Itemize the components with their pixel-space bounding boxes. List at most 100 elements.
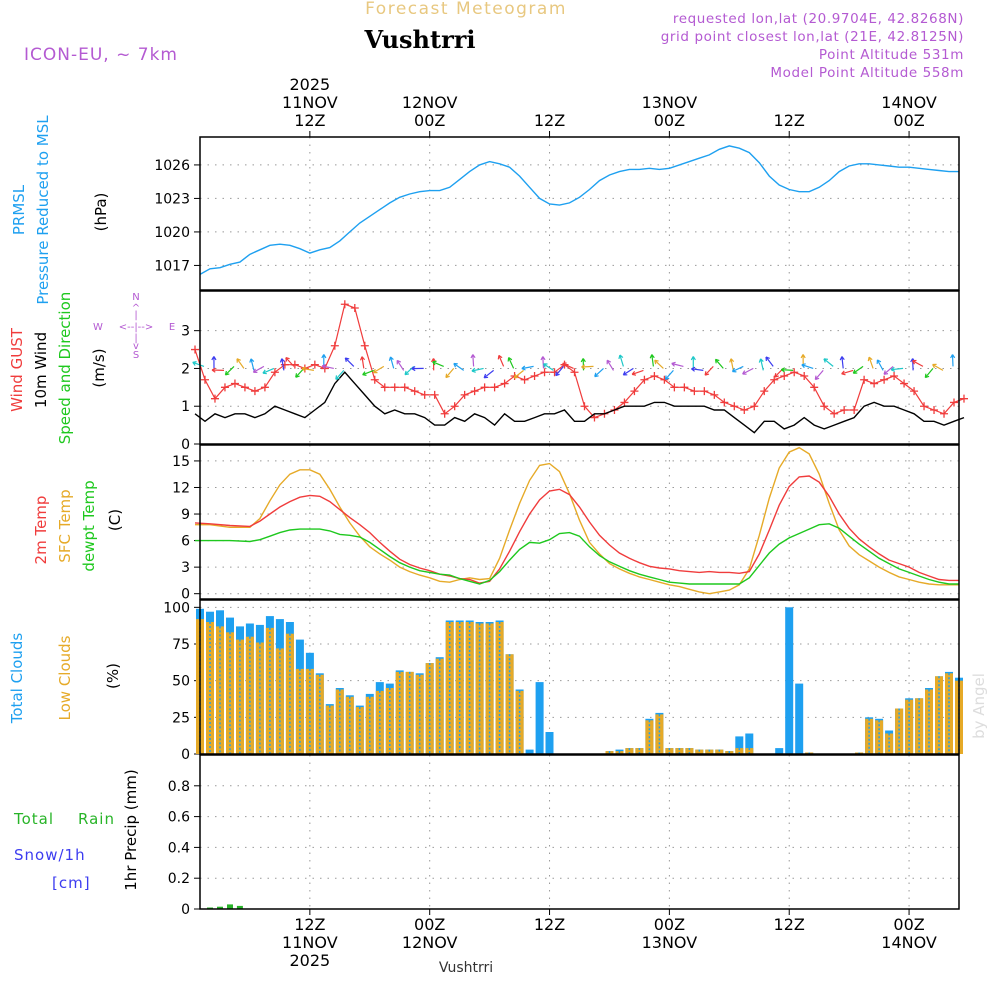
precip-ytick-label: 0 bbox=[181, 902, 190, 918]
wind-direction-arrow bbox=[867, 356, 874, 369]
gust-marker bbox=[210, 394, 219, 403]
wind-direction-arrow bbox=[513, 369, 524, 379]
wind-direction-arrow bbox=[714, 358, 724, 369]
pressure-panel: 1017 1020 1023 1026 bbox=[154, 136, 960, 291]
gust-marker bbox=[440, 409, 449, 418]
gust-marker bbox=[430, 390, 439, 399]
wind-direction-arrow bbox=[285, 357, 295, 367]
cloud-label-total: Total Clouds bbox=[8, 633, 26, 725]
gust-marker bbox=[540, 368, 549, 377]
top-axis-label: 00Z bbox=[414, 111, 445, 130]
low-cloud-bar bbox=[255, 642, 264, 754]
top-axis-label: 11NOV bbox=[282, 93, 338, 112]
pressure-ytick-label: 1023 bbox=[154, 191, 190, 207]
bottom-axis-label: 00Z bbox=[654, 915, 685, 934]
wind-direction-arrow bbox=[765, 356, 774, 367]
bottom-axis-label: 12NOV bbox=[402, 933, 458, 952]
low-cloud-bar bbox=[305, 668, 314, 754]
svg-text:|: | bbox=[134, 333, 137, 344]
wind-ytick-label: 3 bbox=[181, 324, 190, 340]
location-title: Vushtrri bbox=[364, 25, 476, 54]
wind-direction-arrow bbox=[359, 356, 366, 369]
dewpt-line bbox=[195, 523, 959, 585]
gust-marker bbox=[920, 402, 929, 411]
bottom-axis-label: 13NOV bbox=[642, 933, 698, 952]
gust-marker bbox=[370, 375, 379, 384]
temp-label-2m: 2m Temp bbox=[32, 496, 50, 565]
svg-text:v: v bbox=[133, 341, 139, 352]
gust-marker bbox=[790, 368, 799, 377]
wind-direction-arrow bbox=[742, 367, 754, 375]
top-axis-label: 00Z bbox=[654, 111, 685, 130]
model-altitude: Model Point Altitude 558m bbox=[770, 65, 964, 81]
gust-marker bbox=[580, 402, 589, 411]
low-cloud-bar bbox=[635, 748, 644, 754]
low-cloud-bar bbox=[895, 708, 904, 754]
gust-marker bbox=[770, 375, 779, 384]
gust-marker bbox=[270, 368, 279, 377]
precip-label-rain: Rain bbox=[78, 810, 115, 828]
pressure-ytick-label: 1020 bbox=[154, 225, 190, 241]
compass-n: N bbox=[132, 292, 139, 303]
rain-bar bbox=[227, 904, 233, 910]
wind-speed-line bbox=[194, 371, 965, 434]
gust-marker bbox=[640, 375, 649, 384]
wind-direction-arrow bbox=[729, 358, 735, 371]
wind-direction-arrow bbox=[540, 356, 546, 369]
gridpoint-coords: grid point closest lon,lat (21E, 42.8125… bbox=[661, 29, 964, 45]
wind-direction-arrow bbox=[823, 358, 834, 367]
gust-marker bbox=[570, 368, 579, 377]
total-cloud-bar bbox=[745, 733, 754, 754]
wind-direction-arrow bbox=[211, 367, 225, 373]
wind-direction-arrow bbox=[631, 369, 644, 376]
temp-ytick-label: 9 bbox=[181, 507, 190, 523]
temp-ytick-label: 15 bbox=[172, 454, 190, 470]
gust-marker bbox=[480, 383, 489, 392]
gust-marker bbox=[830, 409, 839, 418]
gust-marker bbox=[940, 409, 949, 418]
pressure-unit: (hPa) bbox=[92, 193, 110, 232]
gust-marker bbox=[710, 390, 719, 399]
wind-direction-arrow bbox=[497, 354, 505, 367]
precip-unit: 1hr Precip (mm) bbox=[122, 769, 140, 890]
wind-direction-arrow bbox=[911, 359, 924, 367]
gust-marker bbox=[460, 390, 469, 399]
wind-direction-arrow bbox=[654, 359, 664, 369]
point-altitude: Point Altitude 531m bbox=[819, 47, 964, 63]
pressure-ytick-label: 1026 bbox=[154, 158, 190, 174]
pressure-ytick-label: 1017 bbox=[154, 258, 190, 274]
temp-ytick-label: 6 bbox=[181, 534, 190, 550]
wind-label-gust: Wind GUST bbox=[8, 327, 26, 412]
cloud-ytick-label: 75 bbox=[172, 637, 190, 653]
wind-direction-arrow bbox=[562, 362, 574, 369]
gust-marker bbox=[500, 379, 509, 388]
pressure-line bbox=[199, 145, 959, 276]
wind-ytick-label: 2 bbox=[181, 361, 190, 377]
gust-marker bbox=[590, 413, 599, 422]
gust-marker bbox=[860, 375, 869, 384]
wind-direction-arrow bbox=[453, 362, 465, 371]
gust-marker bbox=[740, 406, 749, 414]
requested-coords: requested lon,lat (20.9704E, 42.8268N) bbox=[673, 11, 964, 27]
bottom-axis-label: 12Z bbox=[294, 915, 325, 934]
gust-marker bbox=[330, 341, 339, 350]
wind-direction-arrow bbox=[649, 354, 655, 367]
precip-ytick-label: 0.8 bbox=[168, 779, 190, 795]
gust-marker bbox=[530, 372, 539, 380]
gust-marker bbox=[810, 383, 819, 392]
gust-marker bbox=[760, 387, 769, 396]
wind-direction-arrow bbox=[344, 357, 355, 367]
wind-direction-arrow bbox=[950, 354, 956, 367]
compass-e: E bbox=[169, 322, 175, 333]
total-cloud-bar bbox=[535, 682, 544, 754]
bottom-axis-label: 2025 bbox=[289, 951, 330, 970]
wind-direction-arrow bbox=[471, 367, 484, 373]
top-axis-label: 12NOV bbox=[402, 93, 458, 112]
wind-direction-arrow bbox=[470, 354, 476, 367]
wind-direction-arrow bbox=[704, 365, 714, 376]
low-cloud-bar bbox=[715, 749, 724, 754]
gust-marker bbox=[620, 398, 629, 407]
wind-direction-arrow bbox=[839, 356, 845, 369]
svg-text:<--|-->: <--|--> bbox=[119, 322, 154, 333]
gust-marker bbox=[410, 387, 419, 396]
